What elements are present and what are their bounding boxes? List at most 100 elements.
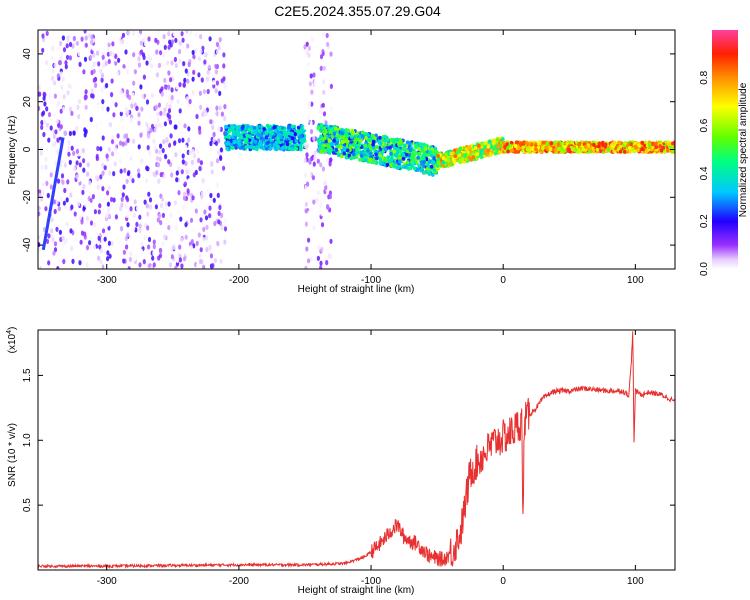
heatmap-cell (161, 147, 165, 154)
heatmap-cell (354, 155, 359, 159)
heatmap-cell (225, 146, 229, 151)
heatmap-cell (118, 140, 123, 146)
heatmap-cell (187, 236, 191, 242)
heatmap-cell (457, 149, 461, 154)
heatmap-cell (124, 235, 128, 242)
heatmap-cell (325, 260, 329, 266)
heatmap-cell (96, 50, 100, 56)
heatmap-cell (132, 52, 136, 58)
heatmap-cell (160, 196, 165, 202)
heatmap-cell (355, 148, 359, 152)
heatmap-cell (304, 201, 308, 207)
heatmap-cell (197, 146, 201, 152)
heatmap-cell (385, 162, 390, 167)
heatmap-cell (131, 30, 136, 36)
heatmap-cell (159, 172, 163, 178)
heatmap-cell (155, 49, 159, 55)
heatmap-cell (157, 178, 161, 184)
heatmap-cell (89, 54, 93, 61)
heatmap-cell (78, 162, 82, 168)
heatmap-cell (298, 134, 303, 139)
heatmap-cell (154, 104, 159, 110)
heatmap-cell (321, 79, 326, 85)
heatmap-cell (588, 146, 592, 151)
heatmap-cell (156, 162, 161, 168)
heatmap-cell (194, 208, 198, 214)
heatmap-cell (204, 215, 209, 221)
heatmap-cell (389, 151, 393, 156)
heatmap-cell (92, 68, 96, 74)
heatmap-cell (55, 149, 60, 155)
heatmap-cell (107, 146, 111, 152)
heatmap-cell (106, 190, 110, 196)
heatmap-cell (329, 51, 333, 57)
heatmap-cell (428, 159, 432, 164)
heatmap-cell (94, 82, 98, 88)
heatmap-cell (544, 145, 548, 150)
heatmap-cell (168, 114, 172, 120)
heatmap-cell (296, 125, 301, 130)
heatmap-cell (182, 195, 187, 201)
heatmap-cell (176, 98, 180, 105)
heatmap-cell (395, 137, 399, 142)
heatmap-cell (299, 147, 303, 152)
heatmap-cell (103, 236, 107, 242)
heatmap-cell (84, 42, 88, 48)
heatmap-cell (38, 198, 41, 204)
heatmap-cell (258, 140, 263, 145)
heatmap-cell (217, 126, 221, 132)
heatmap-cell (145, 64, 149, 70)
heatmap-cell (495, 137, 500, 142)
heatmap-cell (55, 118, 59, 124)
heatmap-cell (223, 115, 227, 122)
heatmap-cell (46, 192, 50, 199)
heatmap-cell (334, 126, 338, 131)
heatmap-cell (152, 244, 156, 250)
heatmap-cell (213, 172, 218, 178)
heatmap-cell (216, 49, 220, 55)
heatmap-cell (140, 248, 144, 254)
heatmap-cell (208, 205, 212, 211)
heatmap-cell (174, 37, 178, 43)
heatmap-cell (115, 70, 119, 76)
heatmap-cell (373, 136, 377, 141)
heatmap-cell (151, 92, 155, 98)
heatmap-cell (406, 166, 411, 171)
heatmap-cell (50, 45, 55, 51)
heatmap-cell (89, 116, 93, 123)
heatmap-cell (178, 40, 182, 46)
heatmap-cell (197, 157, 201, 164)
heatmap-cell (47, 260, 51, 266)
heatmap-cell (169, 167, 173, 173)
heatmap-cell (119, 206, 123, 212)
heatmap-cell (132, 240, 136, 246)
heatmap-cell (332, 131, 337, 136)
heatmap-cell (202, 264, 206, 269)
heatmap-cell (45, 51, 49, 58)
heatmap-cell (114, 214, 118, 220)
heatmap-cell (138, 223, 142, 229)
heatmap-cell (463, 152, 468, 157)
heatmap-cell (208, 244, 212, 251)
heatmap-cell (422, 142, 427, 147)
heatmap-cell (651, 142, 655, 147)
heatmap-cell (182, 165, 186, 171)
heatmap-cell (163, 84, 167, 90)
x-tick-label: -100 (361, 576, 381, 587)
heatmap-cell (527, 145, 532, 150)
heatmap-cell (556, 142, 561, 147)
heatmap-cell (301, 129, 305, 134)
heatmap-region-1 (223, 123, 307, 152)
heatmap-cell (386, 155, 391, 160)
heatmap-cell (115, 203, 119, 209)
heatmap-cell (175, 84, 179, 90)
heatmap-cell (329, 157, 333, 163)
heatmap-cell (405, 160, 410, 165)
heatmap-cell (132, 138, 136, 144)
heatmap-cell (102, 62, 106, 69)
heatmap-cell (181, 159, 185, 165)
heatmap-cell (313, 145, 317, 151)
x-tick-label: -200 (229, 576, 249, 587)
heatmap-cell (107, 41, 111, 48)
heatmap-cell (106, 221, 110, 227)
